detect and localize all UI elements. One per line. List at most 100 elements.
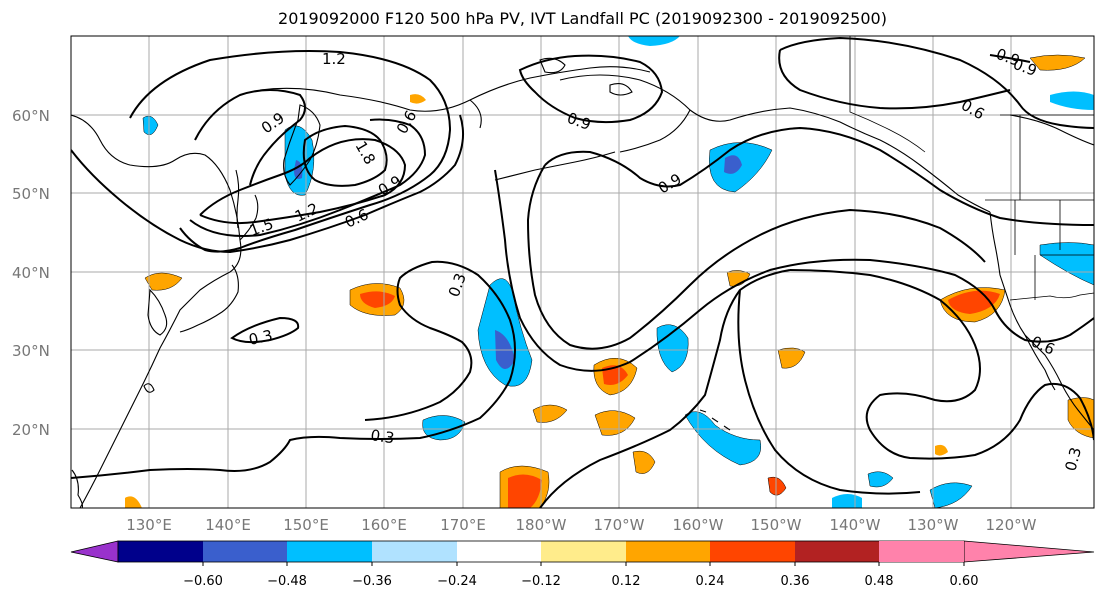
colorbar bbox=[70, 540, 1095, 563]
coastline-siberia-north bbox=[259, 66, 651, 112]
positive-anomaly-fills bbox=[125, 54, 1094, 508]
lon-label-150e: 150°E bbox=[283, 516, 329, 534]
colorbar-segment bbox=[795, 541, 879, 562]
colorbar-segment bbox=[710, 541, 795, 562]
border-province bbox=[1000, 114, 1094, 200]
border-us-mexico bbox=[1009, 292, 1094, 301]
islands-philippines bbox=[71, 469, 84, 508]
coastline-sakhalin bbox=[235, 169, 240, 229]
contour-0-9-trough-west bbox=[526, 164, 986, 350]
coastline-kamchatka bbox=[283, 104, 321, 186]
pos-anomaly-subtropical-central-core bbox=[602, 365, 628, 385]
contour-0-6-north-inner bbox=[778, 49, 1011, 110]
neg-anomaly-hawaii-north bbox=[656, 324, 689, 373]
pos-anomaly-california-offshore-core bbox=[948, 290, 1000, 314]
contour-label: 1.2 bbox=[322, 50, 346, 68]
pos-anomaly-west-south bbox=[125, 496, 142, 508]
neg-anomaly-south-central bbox=[832, 494, 862, 508]
lat-label-60n: 60°N bbox=[12, 107, 50, 125]
contour-1-8 bbox=[302, 124, 388, 187]
neg-anomaly-arctic bbox=[628, 36, 680, 46]
map-title: 2019092000 F120 500 hPa PV, IVT Landfall… bbox=[278, 9, 887, 28]
contour-0-6-north bbox=[779, 36, 1094, 129]
contour-0-3-west bbox=[71, 260, 516, 479]
graticule bbox=[71, 36, 1094, 508]
island-taiwan bbox=[143, 383, 155, 393]
pos-anomaly-tiny-north bbox=[410, 94, 426, 104]
contour-0-6-west bbox=[71, 114, 465, 254]
border-state-lines bbox=[1014, 200, 1094, 300]
pos-anomaly-east-south bbox=[767, 476, 787, 496]
border-alaska-canada bbox=[849, 36, 926, 153]
coastline-alaska-peninsula bbox=[619, 109, 691, 153]
neg-anomaly-subtropical bbox=[422, 415, 466, 441]
colorbar-min-extend bbox=[70, 540, 119, 563]
colorbar-segment bbox=[879, 541, 964, 562]
contour-label: 0.3 bbox=[247, 326, 274, 349]
colorbar-segment bbox=[203, 541, 287, 562]
coastline-alaska bbox=[559, 74, 991, 213]
colorbar-tick-label: 0.36 bbox=[781, 574, 810, 589]
pv-contours bbox=[71, 36, 1094, 508]
contour-0-9-north bbox=[194, 89, 306, 186]
colorbar-max-extend bbox=[963, 540, 1095, 563]
pos-anomaly-northwest-pacific-core bbox=[360, 291, 395, 308]
lat-label-50n: 50°N bbox=[12, 185, 50, 203]
pos-anomaly-small-south bbox=[632, 450, 656, 474]
island-north bbox=[539, 57, 566, 74]
contour-1-2-inner bbox=[189, 118, 427, 237]
contour-0-9-ne bbox=[989, 54, 1031, 63]
neg-anomaly-kamchatka bbox=[284, 125, 315, 196]
lon-label-150w: 150°W bbox=[751, 516, 802, 534]
coastline-japan bbox=[179, 194, 259, 333]
colorbar-segment bbox=[457, 541, 541, 562]
pos-anomaly-dateline-south-core bbox=[508, 474, 542, 508]
coastline-east-asia bbox=[71, 114, 242, 508]
contour-0-9-bering bbox=[518, 54, 664, 124]
colorbar-tick-label: −0.60 bbox=[183, 574, 223, 589]
coastline-aleutians bbox=[494, 151, 616, 181]
coastline-hudson bbox=[1009, 114, 1094, 146]
colorbar-segment bbox=[541, 541, 626, 562]
pos-anomaly-tiny-east bbox=[935, 444, 948, 456]
neg-anomaly-southeast bbox=[929, 482, 973, 508]
contour-label: 0.3 bbox=[369, 426, 395, 447]
neg-anomaly-okhotsk bbox=[142, 115, 159, 136]
colorbar-tick-label: 0.12 bbox=[612, 574, 641, 589]
lon-label-130w: 130°W bbox=[908, 516, 959, 534]
coastlines bbox=[71, 57, 1094, 508]
colorbar-tick-label: 0.48 bbox=[865, 574, 894, 589]
neg-anomaly-california bbox=[1039, 242, 1094, 286]
coastline-baja bbox=[1024, 334, 1056, 391]
lon-label-160w: 160°W bbox=[673, 516, 724, 534]
lon-label-130e: 130°E bbox=[126, 516, 172, 534]
lon-label-180: 180°W bbox=[516, 516, 567, 534]
neg-anomaly-gulf-core bbox=[724, 155, 742, 174]
colorbar-segment bbox=[626, 541, 710, 562]
borders bbox=[849, 36, 1094, 301]
neg-anomaly-yukon bbox=[1050, 91, 1094, 110]
colorbar-tick-label: −0.36 bbox=[352, 574, 392, 589]
pos-anomaly-mexico bbox=[1067, 397, 1094, 439]
colorbar-tick-label: 0.24 bbox=[696, 574, 725, 589]
lat-label-30n: 30°N bbox=[12, 342, 50, 360]
colorbar-segment bbox=[287, 541, 372, 562]
colorbar-segment bbox=[372, 541, 457, 562]
pos-anomaly-japan bbox=[144, 272, 183, 291]
negative-anomaly-fills bbox=[142, 36, 1094, 508]
lon-label-170w: 170°W bbox=[594, 516, 645, 534]
colorbar-ticks: −0.60 −0.48 −0.36 −0.24 −0.12 0.12 0.24 … bbox=[183, 562, 978, 589]
island-hawaii bbox=[699, 409, 731, 431]
longitude-labels: 130°E 140°E 150°E 160°E 170°E 180°W 170°… bbox=[126, 516, 1036, 534]
neg-anomaly-small-east bbox=[867, 471, 894, 488]
lat-label-40n: 40°N bbox=[12, 264, 50, 282]
lon-label-160e: 160°E bbox=[361, 516, 407, 534]
latitude-labels: 60°N 50°N 40°N 30°N 20°N bbox=[12, 107, 50, 439]
island-arctic bbox=[609, 83, 633, 96]
colorbar-tick-label: −0.24 bbox=[437, 574, 477, 589]
pos-anomaly-yukon bbox=[1029, 54, 1086, 71]
contour-1-2-north bbox=[129, 50, 452, 253]
colorbar-segment bbox=[118, 541, 203, 562]
neg-anomaly-central-pacific bbox=[477, 278, 533, 387]
contour-0-3-east bbox=[789, 269, 1094, 460]
